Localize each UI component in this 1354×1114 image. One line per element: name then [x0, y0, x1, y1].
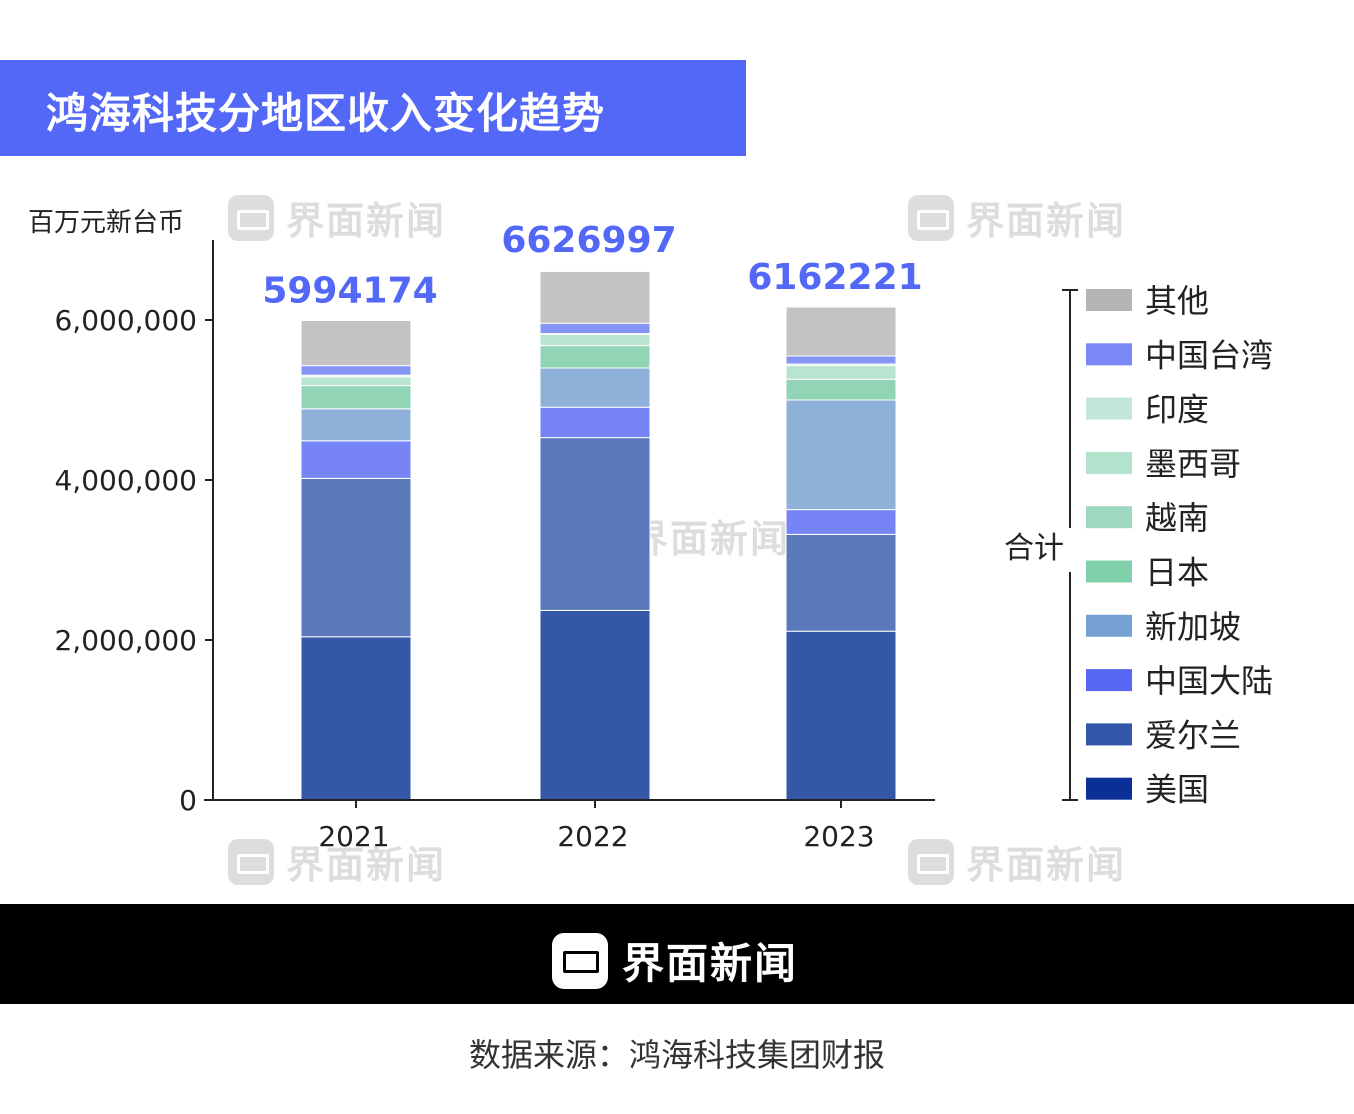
legend-swatch — [1086, 343, 1132, 366]
watermark-logo-icon — [908, 194, 954, 241]
watermark: 界面新闻 — [228, 834, 446, 889]
legend-swatch — [1086, 397, 1132, 420]
legend-swatch — [1086, 506, 1132, 529]
brand-name: 界面新闻 — [622, 939, 799, 988]
bar-total-label: 6162221 — [747, 257, 922, 298]
chart-title: 鸿海科技分地区收入变化趋势 — [46, 89, 606, 138]
legend-swatch — [1086, 777, 1132, 800]
bar-segment — [785, 365, 897, 380]
bar-segment — [300, 408, 412, 442]
bar-segment — [539, 333, 651, 347]
watermark-text: 界面新闻 — [966, 199, 1127, 243]
legend-label: 新加坡 — [1145, 608, 1241, 646]
legend-label: 其他 — [1145, 282, 1209, 320]
bar-total-label: 6626997 — [501, 220, 676, 261]
bar-segment — [300, 477, 412, 638]
bar-segment — [539, 367, 651, 408]
legend-swatch — [1086, 669, 1132, 692]
bar-segment — [785, 509, 897, 535]
y-tick-label: 6,000,000 — [54, 304, 197, 337]
watermark-text: 界面新闻 — [286, 843, 447, 887]
title-banner — [0, 60, 746, 156]
legend-label: 美国 — [1145, 771, 1209, 809]
bar-segment — [539, 322, 651, 335]
legend-label: 中国大陆 — [1145, 662, 1273, 700]
watermark-text: 界面新闻 — [630, 517, 791, 561]
legend-swatch — [1086, 723, 1132, 746]
x-tick-label: 2023 — [803, 820, 874, 853]
watermark-text: 界面新闻 — [966, 843, 1127, 887]
brand-logo-icon — [552, 932, 608, 989]
watermark-logo-icon — [908, 838, 954, 885]
legend-group-label: 合计 — [1004, 531, 1064, 566]
legend-label: 越南 — [1145, 499, 1209, 537]
bar-segment — [785, 306, 897, 357]
bar-segment — [300, 636, 412, 801]
watermark: 界面新闻 — [908, 834, 1126, 889]
bar-segment — [785, 355, 897, 365]
watermark-text: 界面新闻 — [286, 199, 447, 243]
bar-segment — [539, 345, 651, 369]
bar-segment — [785, 630, 897, 801]
legend-label: 中国台湾 — [1145, 336, 1273, 374]
x-tick-label: 2021 — [318, 820, 389, 853]
bar-total-label: 5994174 — [262, 270, 437, 311]
legend-label: 印度 — [1145, 391, 1209, 429]
footer-band — [0, 904, 1354, 1004]
stacked-bar-chart: 0 2,000,000 4,000,000 6,000,000 5994174 2021 6… — [54, 220, 1273, 853]
y-tick-label: 4,000,000 — [54, 464, 197, 497]
bar-segment — [300, 440, 412, 479]
legend-label: 墨西哥 — [1145, 445, 1241, 483]
legend-label: 爱尔兰 — [1145, 716, 1241, 754]
bar-segment — [300, 385, 412, 410]
legend-swatch — [1086, 451, 1132, 474]
bar-segment — [300, 365, 412, 376]
bar-segment — [539, 270, 651, 324]
y-axis-unit-label: 百万元新台币 — [28, 208, 185, 238]
watermark: 界面新闻 — [228, 190, 446, 245]
x-tick-label: 2022 — [557, 820, 628, 853]
bar-segment — [785, 399, 897, 511]
y-tick-label: 2,000,000 — [54, 624, 197, 657]
legend-swatch — [1086, 289, 1132, 311]
footer-brand: 界面新闻 — [552, 930, 798, 991]
bar-segment — [785, 533, 897, 632]
watermark-logo-icon — [228, 838, 274, 885]
watermark: 界面新闻 — [908, 190, 1126, 245]
bar-segment — [539, 437, 651, 611]
watermark-logo-icon — [228, 194, 274, 241]
legend-swatch — [1086, 560, 1132, 583]
legend-label: 日本 — [1145, 554, 1209, 592]
legend-swatch — [1086, 614, 1132, 637]
bar-segment — [300, 319, 412, 367]
bar-segment — [785, 378, 897, 401]
data-source: 数据来源：鸿海科技集团财报 — [468, 1036, 885, 1074]
bar-segment — [539, 609, 651, 801]
y-tick-label: 0 — [179, 784, 197, 817]
bar-segment — [539, 406, 651, 439]
bar-segment — [300, 376, 412, 387]
